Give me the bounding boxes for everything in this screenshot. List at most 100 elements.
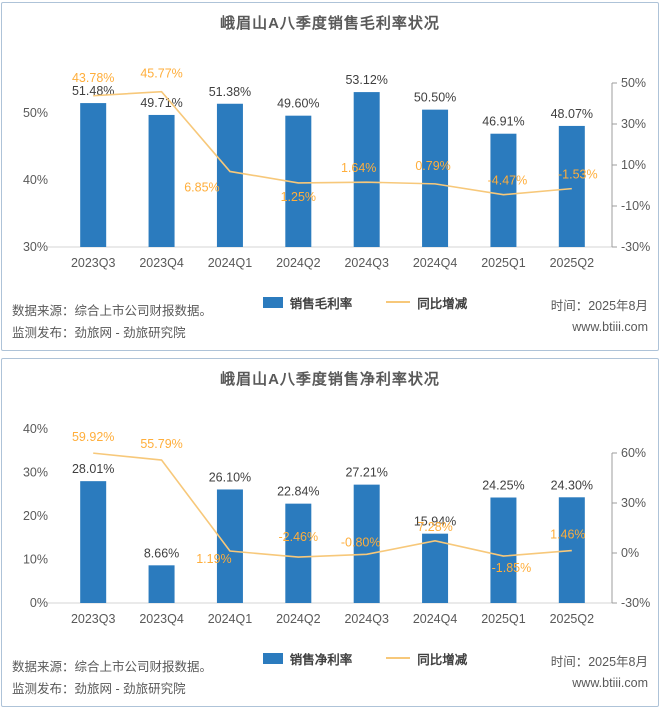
right-axis-tick-label: -10% <box>621 199 650 213</box>
bar-value-label: 24.30% <box>551 478 593 492</box>
trend-value-label: 59.92% <box>72 430 114 444</box>
category-label: 2024Q2 <box>276 612 321 626</box>
right-axis-tick-label: 30% <box>621 117 646 131</box>
report-time-text: 时间：2025年8月 <box>550 655 648 669</box>
panel-footer: 数据来源：综合上市公司财报数据。 监测发布：劲旅网 - 劲旅研究院 销售净利率 … <box>2 638 658 706</box>
chart-legend: 销售毛利率 同比增减 <box>242 286 488 312</box>
category-label: 2024Q1 <box>208 256 253 270</box>
bar-value-label: 26.10% <box>209 470 251 484</box>
category-label: 2024Q3 <box>344 612 389 626</box>
net-margin-chart: 0% 10% 20% 30% 40% -30% 0% 30% 60% 2023Q3 2023Q4 20… <box>23 422 650 626</box>
category-label: 2025Q1 <box>481 256 526 270</box>
bar-value-label: 22.84% <box>277 485 319 499</box>
bar-value-label: 46.91% <box>482 115 524 129</box>
right-axis-tick-label: 50% <box>621 76 646 90</box>
bar <box>422 109 449 248</box>
trend-line <box>93 452 572 558</box>
bar-value-label: 50.50% <box>414 91 456 105</box>
bar <box>80 481 107 603</box>
data-source-block: 数据来源：综合上市公司财报数据。 监测发布：劲旅网 - 劲旅研究院 <box>12 642 242 700</box>
left-axis-tick-label: 50% <box>23 106 48 120</box>
report-time-text: 时间：2025年8月 <box>550 299 648 313</box>
left-axis-tick-label: 30% <box>23 466 48 480</box>
bar-value-label: 48.07% <box>551 107 593 121</box>
category-label: 2024Q1 <box>208 612 253 626</box>
bar <box>558 497 585 603</box>
gross-margin-chart-panel: 峨眉山A八季度销售毛利率状况 30% 40% 50% -30% -10% 10% 30% 50… <box>1 2 659 351</box>
bar <box>216 103 243 247</box>
publisher-text: 监测发布：劲旅网 - 劲旅研究院 <box>12 326 186 340</box>
bar <box>490 497 517 603</box>
trend-value-label: -4.47% <box>488 174 528 188</box>
trend-value-label: 55.79% <box>140 437 182 451</box>
trend-value-label: 1.46% <box>550 528 585 542</box>
trend-value-label: 7.28% <box>417 520 452 534</box>
category-label: 2024Q4 <box>413 612 458 626</box>
bar-value-label: 28.01% <box>72 462 114 476</box>
chart-title-gross-margin: 峨眉山A八季度销售毛利率状况 <box>220 15 440 32</box>
gross-margin-chart: 30% 40% 50% -30% -10% 10% 30% 50% 2023Q3 2023Q4 20… <box>23 67 650 270</box>
category-label: 2023Q3 <box>71 256 116 270</box>
trend-value-label: 1.25% <box>281 190 316 204</box>
left-axis-tick-label: 30% <box>23 240 48 254</box>
trend-value-label: 0.79% <box>415 159 450 173</box>
category-label: 2023Q3 <box>71 612 116 626</box>
right-axis-tick-label: -30% <box>621 596 650 610</box>
trend-value-label: 6.85% <box>184 180 219 194</box>
trend-value-label: -1.85% <box>492 561 532 575</box>
bar-legend-swatch-icon <box>262 296 283 308</box>
panel-footer: 数据来源：综合上市公司财报数据。 监测发布：劲旅网 - 劲旅研究院 销售毛利率 … <box>2 282 658 350</box>
bar <box>148 114 175 248</box>
trend-value-label: 1.64% <box>341 161 376 175</box>
category-label: 2024Q2 <box>276 256 321 270</box>
data-source-text: 数据来源：综合上市公司财报数据。 <box>12 660 213 674</box>
data-source-block: 数据来源：综合上市公司财报数据。 监测发布：劲旅网 - 劲旅研究院 <box>12 286 242 344</box>
category-label: 2025Q2 <box>550 256 595 270</box>
legend-item-bar: 销售毛利率 <box>262 293 353 312</box>
trend-value-label: -0.80% <box>341 535 381 549</box>
category-label: 2024Q4 <box>413 256 458 270</box>
bar-value-label: 15.94% <box>414 515 456 529</box>
bar <box>285 503 312 603</box>
bar-value-label: 53.12% <box>345 73 387 87</box>
website-text: www.btiii.com <box>572 676 648 690</box>
bar-legend-swatch-icon <box>262 652 283 664</box>
bar-legend-label: 销售净利率 <box>289 652 353 667</box>
trend-value-label: 43.78% <box>72 71 114 85</box>
chart-legend: 销售净利率 同比增减 <box>242 642 488 668</box>
bar-value-label: 8.66% <box>144 546 179 560</box>
legend-item-line: 同比增减 <box>386 649 467 668</box>
left-axis-tick-label: 40% <box>23 422 48 436</box>
data-source-text: 数据来源：综合上市公司财报数据。 <box>12 304 213 318</box>
bar-value-label: 51.48% <box>72 84 114 98</box>
bar <box>422 533 449 603</box>
right-axis-tick-label: -30% <box>621 240 650 254</box>
category-label: 2025Q2 <box>550 612 595 626</box>
category-label: 2024Q3 <box>344 256 389 270</box>
bar <box>216 489 243 603</box>
time-block: 时间：2025年8月 www.btiii.com <box>488 642 648 700</box>
website-text: www.btiii.com <box>572 320 648 334</box>
bar <box>80 103 107 247</box>
legend-item-bar: 销售净利率 <box>262 649 353 668</box>
bar <box>490 133 517 247</box>
publisher-text: 监测发布：劲旅网 - 劲旅研究院 <box>12 682 186 696</box>
left-axis-tick-label: 0% <box>30 596 48 610</box>
left-axis-tick-label: 20% <box>23 509 48 523</box>
line-legend-swatch-icon <box>386 301 411 303</box>
bar-value-label: 24.25% <box>482 479 524 493</box>
right-axis-tick-label: 30% <box>621 496 646 510</box>
bar <box>353 92 380 247</box>
line-legend-swatch-icon <box>386 657 411 659</box>
bar-value-label: 51.38% <box>209 85 251 99</box>
line-legend-label: 同比增减 <box>417 296 468 311</box>
bar-value-label: 27.21% <box>345 466 387 480</box>
bar-value-label: 49.71% <box>140 96 182 110</box>
bar-legend-label: 销售毛利率 <box>289 296 353 311</box>
trend-value-label: -1.53% <box>558 168 598 182</box>
right-axis-tick-label: 0% <box>621 546 639 560</box>
category-label: 2025Q1 <box>481 612 526 626</box>
time-block: 时间：2025年8月 www.btiii.com <box>488 286 648 344</box>
legend-item-line: 同比增减 <box>386 293 467 312</box>
